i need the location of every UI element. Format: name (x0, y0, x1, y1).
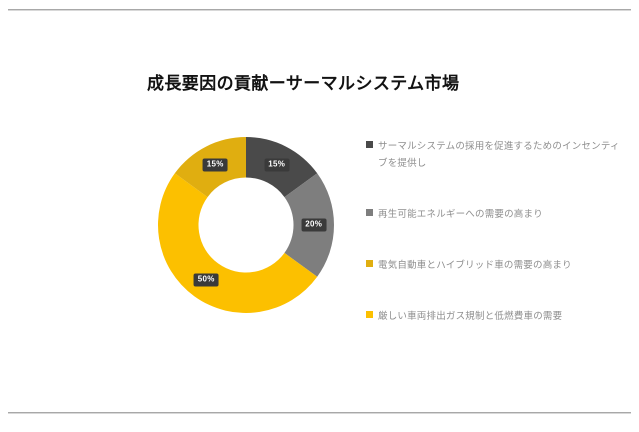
bottom-divider (8, 412, 631, 414)
top-divider (8, 9, 631, 11)
slice-data-label-1: 20% (301, 218, 327, 232)
legend-marker-icon-2 (366, 260, 373, 267)
legend-label-2: 電気自動車とハイブリッド車の需要の高まり (378, 260, 572, 271)
chart-legend: サーマルシステムの採用を促進するためのインセンティブを提供し 再生可能エネルギー… (366, 138, 624, 359)
slice-data-label-2: 50% (193, 273, 219, 287)
legend-label-3: 厳しい車両排出ガス規制と低燃費車の需要 (378, 311, 563, 322)
slice-data-label-3: 15% (202, 158, 228, 172)
legend-item-0[interactable]: サーマルシステムの採用を促進するためのインセンティブを提供し (366, 138, 624, 172)
legend-label-1: 再生可能エネルギーへの需要の高まり (378, 209, 543, 220)
donut-chart: 15% 20% 50% 15% (158, 137, 334, 313)
legend-marker-icon-0 (366, 141, 373, 148)
chart-title: 成長要因の貢献ーサーマルシステム市場 (147, 74, 460, 93)
legend-item-2[interactable]: 電気自動車とハイブリッド車の需要の高まり (366, 257, 624, 274)
legend-item-3[interactable]: 厳しい車両排出ガス規制と低燃費車の需要 (366, 308, 624, 325)
legend-label-0: サーマルシステムの採用を促進するためのインセンティブを提供し (378, 141, 620, 169)
legend-marker-icon-1 (366, 209, 373, 216)
legend-item-1[interactable]: 再生可能エネルギーへの需要の高まり (366, 206, 624, 223)
legend-marker-icon-3 (366, 311, 373, 318)
slice-data-label-0: 15% (264, 158, 290, 172)
